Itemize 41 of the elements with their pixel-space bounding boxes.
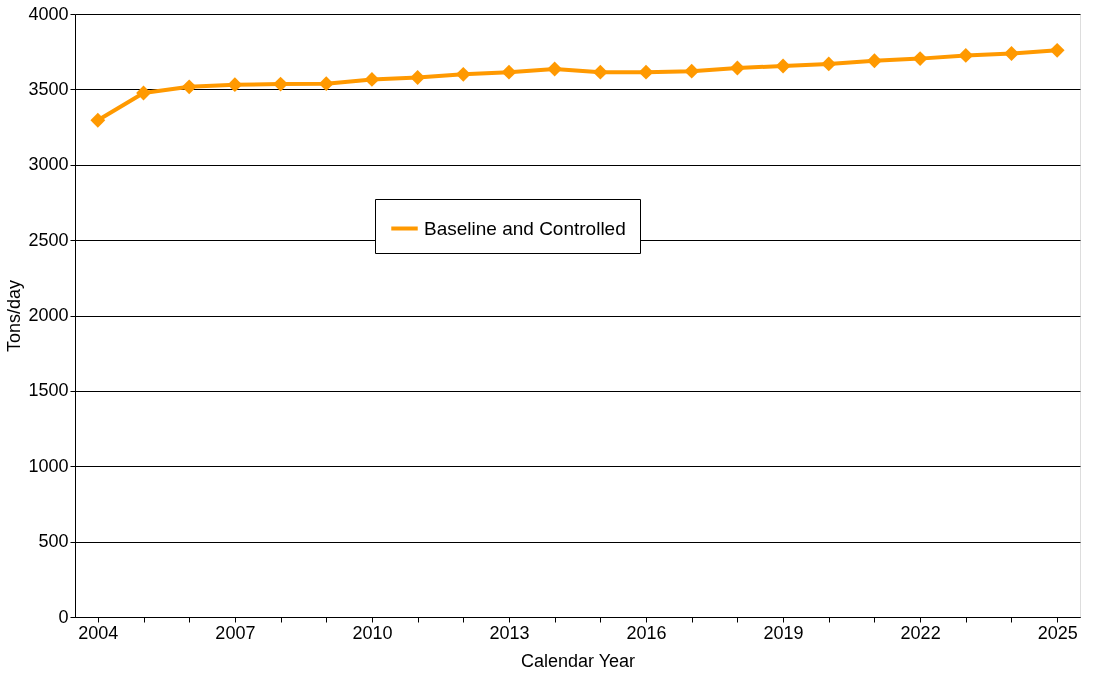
x-tick-label: 2004: [78, 622, 119, 643]
y-tick-label: 500: [38, 531, 69, 552]
y-tick-label: 1500: [28, 380, 69, 401]
point: [227, 77, 243, 93]
x-tick-label: 2025: [1037, 622, 1078, 643]
point: [501, 64, 517, 80]
legend-label: Baseline and Controlled: [424, 217, 626, 239]
x-tick-label: 2016: [626, 622, 667, 643]
x-axis-title: Calendar Year: [520, 650, 636, 671]
x-tick-label: 2010: [352, 622, 393, 643]
point: [912, 51, 928, 67]
point: [364, 72, 380, 87]
y-tick-label: 3000: [28, 154, 69, 175]
point: [181, 79, 197, 95]
y-tick-label: 1000: [28, 455, 69, 476]
point: [867, 53, 882, 69]
x-tick-label: 2007: [215, 622, 256, 643]
point: [821, 56, 837, 72]
y-tick-label: 2000: [28, 305, 69, 325]
point: [410, 70, 426, 85]
point: [592, 64, 608, 80]
point: [90, 112, 106, 128]
point: [547, 61, 563, 77]
x-tick-label: 2019: [763, 622, 804, 643]
y-tick-label: 0: [58, 606, 69, 627]
point: [638, 64, 654, 80]
point: [684, 63, 700, 79]
y-axis-title: Tons/day: [4, 279, 25, 353]
x-tick-label: 2013: [489, 622, 530, 643]
y-tick-label: 3500: [28, 78, 69, 99]
point: [775, 58, 791, 74]
point: [318, 76, 334, 92]
y-tick-label: 2500: [28, 229, 69, 250]
y-tick-label: 4000: [28, 3, 69, 24]
point: [958, 48, 974, 63]
point: [729, 60, 745, 76]
point: [1049, 42, 1065, 58]
point: [1004, 46, 1019, 61]
point: [273, 76, 288, 92]
x-tick-label: 2022: [900, 622, 941, 643]
point: [455, 66, 471, 82]
